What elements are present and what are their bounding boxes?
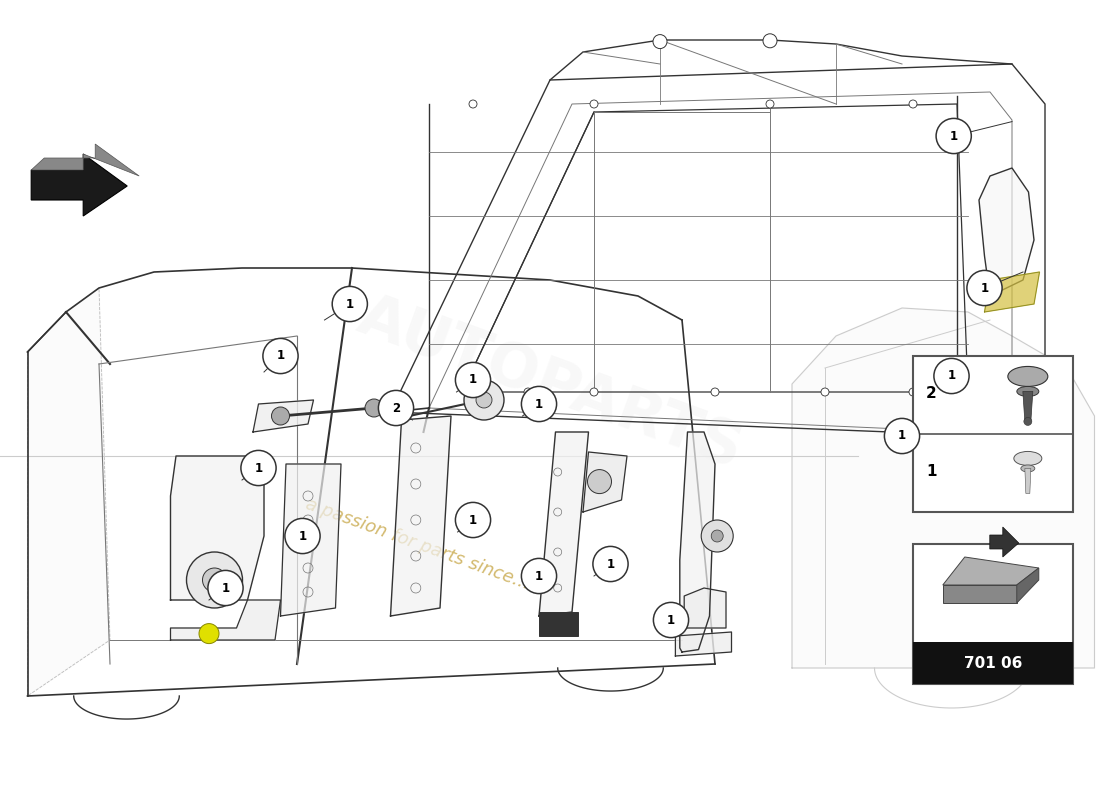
Polygon shape (28, 288, 110, 696)
Text: 1: 1 (298, 530, 307, 542)
Polygon shape (170, 600, 280, 640)
Circle shape (909, 388, 917, 396)
Polygon shape (984, 272, 1040, 312)
Polygon shape (280, 464, 341, 616)
Circle shape (272, 407, 289, 425)
Circle shape (455, 502, 491, 538)
Bar (913, 544, 1072, 684)
Polygon shape (990, 527, 1019, 557)
Circle shape (365, 399, 383, 417)
Ellipse shape (1016, 386, 1038, 397)
Text: 1: 1 (254, 462, 263, 474)
Circle shape (521, 558, 557, 594)
Circle shape (766, 100, 774, 108)
Polygon shape (31, 144, 140, 176)
Polygon shape (1025, 469, 1031, 494)
Text: 1: 1 (898, 430, 906, 442)
Text: 1: 1 (276, 350, 285, 362)
Circle shape (909, 100, 917, 108)
Text: 1: 1 (345, 298, 354, 310)
Polygon shape (792, 308, 1094, 668)
Text: 2: 2 (392, 402, 400, 414)
Text: 1: 1 (469, 374, 477, 386)
Polygon shape (675, 632, 732, 656)
Circle shape (763, 34, 777, 48)
Circle shape (521, 386, 557, 422)
Circle shape (285, 518, 320, 554)
Circle shape (967, 270, 1002, 306)
Text: 1: 1 (535, 570, 543, 582)
Circle shape (187, 552, 242, 608)
Polygon shape (390, 416, 451, 616)
Circle shape (202, 568, 227, 592)
Circle shape (712, 530, 723, 542)
Polygon shape (170, 456, 264, 600)
Circle shape (378, 390, 414, 426)
Text: 1: 1 (469, 514, 477, 526)
Circle shape (199, 624, 219, 643)
Circle shape (455, 362, 491, 398)
Circle shape (469, 388, 477, 396)
Circle shape (701, 520, 734, 552)
Circle shape (208, 570, 243, 606)
Circle shape (587, 470, 612, 494)
Circle shape (464, 380, 504, 420)
Circle shape (263, 338, 298, 374)
Polygon shape (1023, 391, 1033, 422)
Polygon shape (684, 588, 726, 628)
Bar (913, 642, 1072, 684)
Bar (539, 612, 578, 636)
Text: a passion for parts since...: a passion for parts since... (304, 495, 532, 593)
Ellipse shape (1021, 465, 1035, 472)
Polygon shape (31, 154, 128, 216)
Circle shape (590, 388, 598, 396)
Circle shape (884, 418, 920, 454)
Polygon shape (979, 168, 1034, 296)
Circle shape (590, 100, 598, 108)
Polygon shape (943, 557, 1038, 585)
Text: 1: 1 (221, 582, 230, 594)
Circle shape (476, 392, 492, 408)
Circle shape (469, 100, 477, 108)
Text: 2: 2 (926, 386, 937, 401)
Circle shape (711, 388, 719, 396)
Text: 1: 1 (980, 282, 989, 294)
Circle shape (653, 34, 667, 49)
Circle shape (821, 388, 829, 396)
Text: 1: 1 (947, 370, 956, 382)
Polygon shape (583, 452, 627, 512)
Circle shape (524, 388, 532, 396)
Text: 1: 1 (667, 614, 675, 626)
Circle shape (332, 286, 367, 322)
Text: 1: 1 (949, 130, 958, 142)
Circle shape (1024, 418, 1032, 426)
Circle shape (593, 546, 628, 582)
Text: 701 06: 701 06 (964, 655, 1022, 670)
Polygon shape (539, 432, 588, 616)
Circle shape (934, 358, 969, 394)
Text: 1: 1 (606, 558, 615, 570)
Polygon shape (943, 585, 1016, 603)
Circle shape (241, 450, 276, 486)
Polygon shape (253, 400, 313, 432)
Text: 1: 1 (535, 398, 543, 410)
Polygon shape (680, 432, 715, 652)
Bar (913, 356, 1072, 512)
Text: AUTOPARTS: AUTOPARTS (350, 287, 750, 481)
Polygon shape (1016, 568, 1038, 603)
Circle shape (653, 602, 689, 638)
Text: 1: 1 (926, 464, 936, 479)
Ellipse shape (1008, 366, 1048, 386)
Ellipse shape (1014, 451, 1042, 466)
Circle shape (936, 118, 971, 154)
